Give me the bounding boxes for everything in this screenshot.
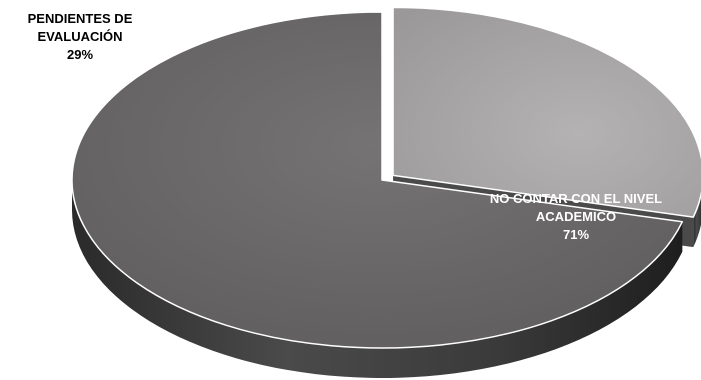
slice-label-pendientes: PENDIENTES DE EVALUACIÓN 29% [0,10,160,64]
slice-label-line: ACADEMICO [535,209,617,224]
slice-label-line: PENDIENTES DE [27,11,133,26]
slice-label-no-contar: NO CONTAR CON EL NIVEL ACADEMICO 71% [458,190,694,244]
slice-side-0-0 [693,194,701,248]
slice-label-line: NO CONTAR CON EL NIVEL [489,191,663,206]
slice-percent-label: 71% [562,227,590,242]
pie-slice-0 [392,6,701,218]
slice-label-line: EVALUACIÓN [37,29,123,44]
slice-percent-label: 29% [66,47,94,62]
pie-slice-1 [71,11,684,349]
